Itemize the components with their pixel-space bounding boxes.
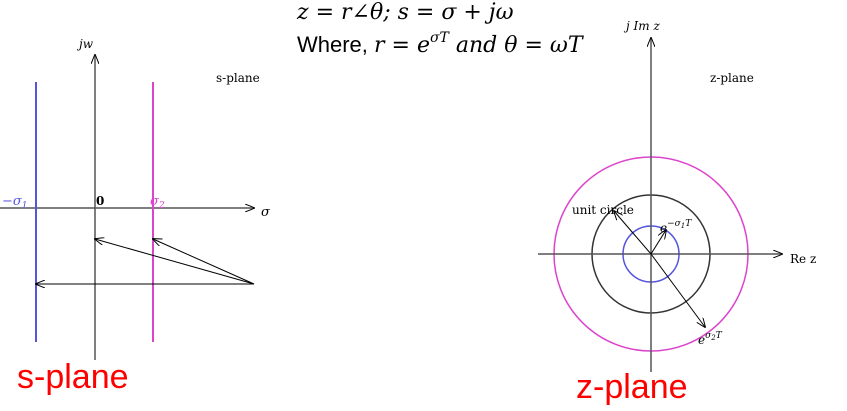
unit-circle-label: unit circle [572, 203, 634, 217]
exp-sigma2-label: eσ2T [698, 331, 723, 347]
sigma2-label: σ2 [150, 194, 165, 211]
z-plane-im-label: j Im z [623, 19, 660, 33]
exp-neg-sup-tail: T [685, 219, 692, 229]
neg-sigma1-text: −σ [2, 194, 23, 209]
z-plane-diagram: j Im z z-plane Re z unit circle e−σ1T eσ… [538, 19, 816, 372]
exp-pos-sup-tail: T [716, 331, 723, 341]
equation-r: r = e [374, 33, 430, 58]
equation-theta: and θ = ωT [448, 33, 583, 58]
z-plane-re-label: Re z [790, 252, 816, 266]
sigma2-subscript: 2 [158, 201, 165, 211]
equation-line-2: Where, r = eσT and θ = ωT [297, 30, 583, 58]
z-plane-caption: z-plane [576, 368, 688, 406]
where-label: Where, [297, 32, 375, 57]
outer-radius-vector [650, 253, 705, 327]
exp-pos-sup-sub: 2 [710, 334, 716, 342]
sigma2-text: σ [150, 194, 160, 209]
z-plane-title-label: z-plane [710, 71, 754, 85]
equation-j-omega: jω [488, 0, 514, 25]
s-plane-origin-label: 0 [96, 194, 104, 208]
s-plane-diagram: jw s-plane 0 σ −σ1 σ2 [0, 37, 271, 360]
s-vector-to-axis [95, 239, 255, 285]
exp-neg-sup-sub: 1 [681, 222, 685, 230]
neg-sigma1-label: −σ1 [2, 194, 28, 211]
s-plane-caption: s-plane [17, 358, 129, 396]
neg-sigma1-subscript: 1 [22, 201, 28, 211]
unit-radius-vector [614, 211, 652, 255]
exp-pos-base: e [698, 333, 705, 347]
s-plane-sigma-label: σ [261, 205, 271, 220]
equation-r-superscript: σT [430, 30, 449, 46]
s-plane-jw-label: jw [76, 37, 94, 51]
s-plane-title-label: s-plane [216, 71, 260, 85]
exp-neg-sigma1-label: e−σ1T [660, 219, 692, 235]
equation-z-s: z = r∠θ; s = σ + [297, 0, 489, 25]
exp-pos-sup: σ [705, 331, 712, 341]
s-vector-to-sigma2 [153, 239, 255, 285]
inner-radius-vector [650, 230, 666, 255]
exp-neg-sup: −σ [667, 219, 682, 229]
exp-neg-base: e [660, 221, 667, 235]
equation-line-1: z = r∠θ; s = σ + jω [297, 0, 514, 25]
